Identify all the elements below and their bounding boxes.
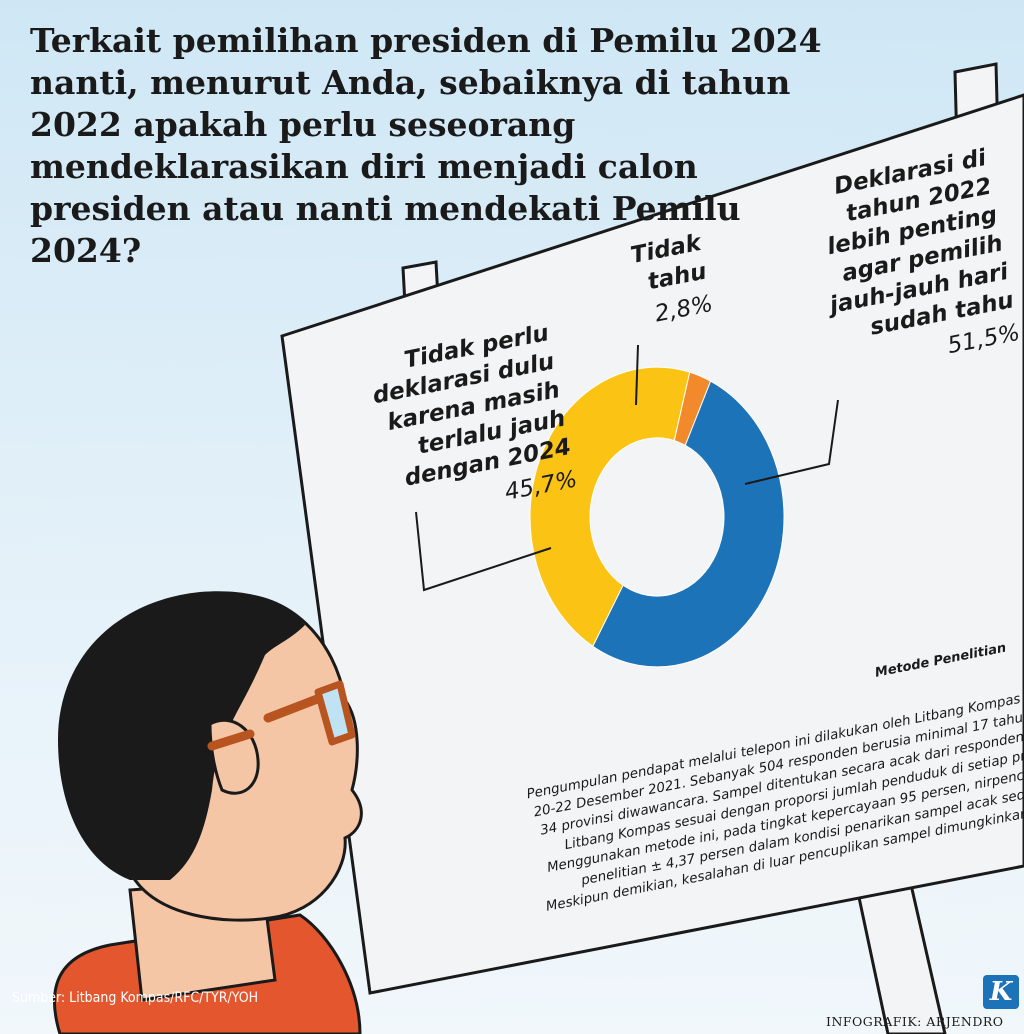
kompas-logo: K (983, 975, 1019, 1009)
leader-lines (415, 344, 839, 592)
donut-chart (529, 366, 785, 668)
source-note: Sumber: Litbang Kompas/RFC/TYR/YOH (12, 990, 259, 1006)
donut-slice (592, 380, 785, 668)
question-title: Terkait pemilihan presiden di Pemilu 202… (30, 21, 822, 270)
donut-slice (529, 366, 691, 648)
person-illustration (52, 591, 363, 1034)
label-deklarasi: Deklarasi di tahun 2022 lebih penting ag… (772, 144, 1023, 388)
infographic-credit: INFOGRAFIK: ARJENDRO (826, 1014, 1004, 1029)
